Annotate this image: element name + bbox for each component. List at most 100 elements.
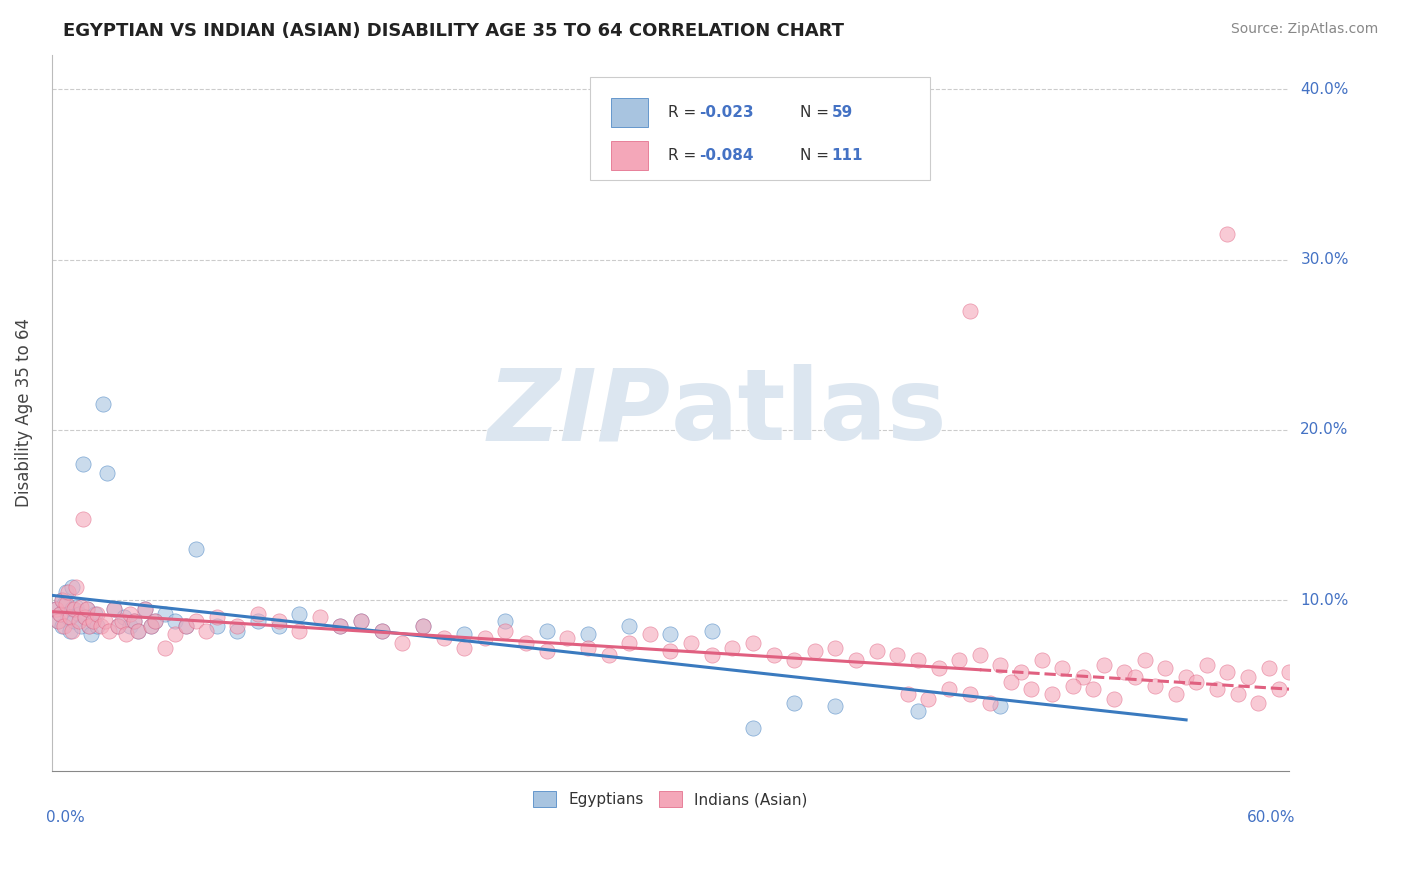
Point: [226, 624, 249, 638]
Point: [1247, 696, 1270, 710]
Point: [53, 619, 76, 633]
Point: [67, 607, 90, 621]
Point: [969, 648, 991, 662]
Point: [49, 607, 72, 621]
Point: [783, 653, 806, 667]
Point: [928, 661, 950, 675]
Point: [195, 624, 218, 638]
Point: [907, 704, 929, 718]
Point: [76, 602, 98, 616]
Point: [1021, 681, 1043, 696]
Point: [350, 614, 373, 628]
Point: [1257, 661, 1279, 675]
Point: [51, 593, 73, 607]
Point: [59, 624, 82, 638]
Point: [536, 624, 558, 638]
Point: [474, 631, 496, 645]
Point: [76, 602, 98, 616]
Point: [762, 648, 785, 662]
Point: [907, 653, 929, 667]
Text: 30.0%: 30.0%: [1301, 252, 1348, 267]
Point: [1071, 670, 1094, 684]
Point: [65, 600, 87, 615]
Point: [576, 627, 599, 641]
Point: [84, 607, 107, 621]
Point: [576, 640, 599, 655]
Point: [1175, 670, 1198, 684]
Point: [948, 653, 970, 667]
Point: [115, 627, 138, 641]
Text: N =: N =: [800, 105, 834, 120]
Point: [412, 619, 434, 633]
Point: [267, 619, 290, 633]
Point: [55, 597, 77, 611]
Point: [45, 602, 67, 616]
Point: [1092, 658, 1115, 673]
Text: R =: R =: [668, 105, 702, 120]
Point: [94, 614, 117, 628]
Point: [111, 614, 134, 628]
Point: [1216, 665, 1239, 679]
Point: [917, 692, 939, 706]
Point: [371, 624, 394, 638]
Point: [63, 602, 86, 616]
Point: [1031, 653, 1053, 667]
Text: R =: R =: [668, 148, 702, 163]
Text: -0.084: -0.084: [699, 148, 754, 163]
Point: [453, 640, 475, 655]
Point: [700, 648, 723, 662]
Point: [804, 644, 827, 658]
Point: [329, 619, 352, 633]
Point: [990, 658, 1012, 673]
Point: [783, 696, 806, 710]
Point: [700, 624, 723, 638]
Point: [886, 648, 908, 662]
Point: [153, 640, 176, 655]
Point: [288, 624, 311, 638]
Point: [122, 614, 145, 628]
FancyBboxPatch shape: [591, 77, 931, 180]
Point: [143, 614, 166, 628]
Text: 20.0%: 20.0%: [1301, 423, 1348, 437]
Point: [58, 584, 80, 599]
Point: [659, 644, 682, 658]
Point: [69, 619, 91, 633]
Point: [1000, 675, 1022, 690]
Point: [1040, 687, 1063, 701]
Point: [65, 580, 87, 594]
Legend: Egyptians, Indians (Asian): Egyptians, Indians (Asian): [527, 785, 814, 814]
Point: [205, 610, 228, 624]
Point: [86, 619, 108, 633]
Point: [1133, 653, 1156, 667]
Point: [139, 619, 162, 633]
Point: [58, 610, 80, 624]
Point: [267, 614, 290, 628]
Point: [69, 600, 91, 615]
Point: [174, 619, 197, 633]
Point: [49, 607, 72, 621]
Point: [143, 614, 166, 628]
Point: [897, 687, 920, 701]
Point: [226, 619, 249, 633]
Point: [246, 614, 269, 628]
Point: [1144, 679, 1167, 693]
Point: [165, 627, 187, 641]
Point: [60, 624, 83, 638]
Point: [1083, 681, 1105, 696]
Text: 111: 111: [831, 148, 863, 163]
Point: [73, 610, 96, 624]
Point: [139, 619, 162, 633]
Point: [412, 619, 434, 633]
Point: [536, 644, 558, 658]
Point: [72, 457, 94, 471]
Point: [990, 698, 1012, 713]
Point: [959, 303, 981, 318]
Point: [959, 687, 981, 701]
Text: ZIP: ZIP: [488, 365, 671, 461]
Point: [112, 610, 135, 624]
Point: [1010, 665, 1032, 679]
Point: [1226, 687, 1249, 701]
Point: [82, 614, 104, 628]
Point: [557, 631, 579, 645]
Point: [598, 648, 620, 662]
